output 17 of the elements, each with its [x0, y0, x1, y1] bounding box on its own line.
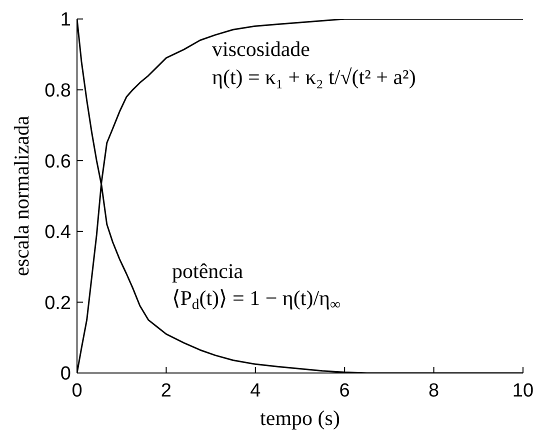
annotation: ⟨P$_{d}$(t)⟩ = 1 − η(t)/η$_{∞}$	[172, 286, 341, 313]
y-axis-title: escala normalizada	[9, 115, 34, 276]
y-tick-label: 1	[60, 10, 71, 31]
y-tick-label: 0.4	[44, 222, 72, 244]
x-tick-label: 10	[512, 380, 534, 402]
annotation: η(t) = κ₁ + κ₂ t/√(t² + a²)	[212, 65, 416, 89]
x-axis-title: tempo (s)	[260, 406, 340, 430]
y-tick-label: 0.6	[44, 151, 71, 172]
series-label: potência	[172, 259, 244, 283]
y-tick-label: 0	[60, 364, 71, 385]
y-tick-label: 0.8	[44, 80, 71, 102]
series-label: viscosidade	[212, 37, 310, 61]
x-tick-label: 4	[250, 380, 262, 402]
x-tick-label: 2	[160, 380, 172, 402]
y-tick-label: 0.2	[44, 292, 71, 314]
x-tick-label: 8	[428, 380, 440, 402]
x-tick-label: 6	[339, 380, 350, 402]
